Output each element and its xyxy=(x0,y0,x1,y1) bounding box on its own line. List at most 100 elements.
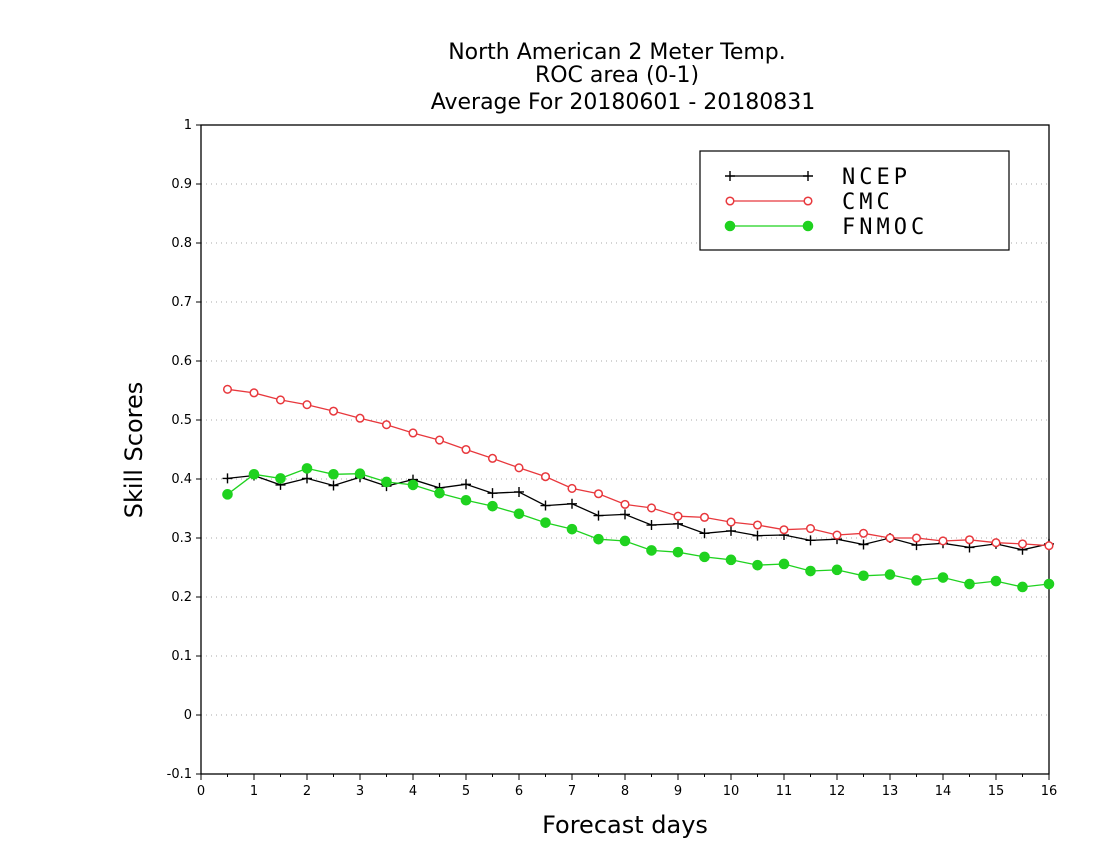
data-point-ncep xyxy=(328,480,339,491)
y-tick-label: 0.1 xyxy=(171,649,192,664)
x-tick-label: 7 xyxy=(568,784,576,799)
data-point-fnmoc xyxy=(1017,581,1028,593)
data-point-cmc xyxy=(752,520,763,530)
data-point-ncep xyxy=(593,510,604,521)
data-point-fnmoc xyxy=(858,570,869,582)
data-point-cmc xyxy=(832,530,842,540)
data-point-ncep xyxy=(699,528,710,539)
legend-label-fnmoc: FNMOC xyxy=(842,215,928,240)
data-point-fnmoc xyxy=(725,554,737,566)
data-point-cmc xyxy=(487,453,498,463)
data-point-cmc xyxy=(593,489,604,499)
series-layer xyxy=(222,384,1055,593)
data-point-fnmoc xyxy=(248,468,260,480)
x-tick-label: 16 xyxy=(1041,784,1058,799)
data-point-cmc xyxy=(646,503,657,513)
data-point-cmc xyxy=(911,533,922,543)
data-point-cmc xyxy=(355,413,365,423)
data-point-cmc xyxy=(302,400,312,410)
data-point-fnmoc xyxy=(354,468,366,479)
data-point-ncep xyxy=(302,473,312,484)
data-point-fnmoc xyxy=(699,551,710,563)
data-point-cmc xyxy=(699,512,710,522)
data-point-ncep xyxy=(726,525,736,536)
data-point-cmc xyxy=(328,406,339,416)
data-point-fnmoc xyxy=(1043,578,1055,590)
legend-marker-fnmoc xyxy=(802,220,814,232)
legend-label-ncep: NCEP xyxy=(842,165,911,190)
y-tick-label: 0.5 xyxy=(171,413,192,428)
data-point-fnmoc xyxy=(619,535,631,547)
x-tick-label: 5 xyxy=(462,784,470,799)
data-point-ncep xyxy=(540,500,551,511)
data-point-fnmoc xyxy=(831,564,843,576)
chart-title-line-1: North American 2 Meter Temp. xyxy=(448,40,786,65)
series-line-ncep xyxy=(227,474,1050,551)
data-point-cmc xyxy=(249,388,259,398)
data-point-fnmoc xyxy=(328,468,339,480)
series-ncep xyxy=(222,470,1054,555)
data-point-cmc xyxy=(779,525,789,535)
y-tick-label: 0.2 xyxy=(171,590,192,605)
data-point-ncep xyxy=(514,486,524,497)
x-tick-label: 10 xyxy=(723,784,740,799)
y-tick-label: 0.8 xyxy=(171,236,192,251)
data-point-ncep xyxy=(620,509,630,520)
data-point-cmc xyxy=(938,536,948,546)
x-tick-label: 15 xyxy=(988,784,1005,799)
x-tick-label: 1 xyxy=(250,784,258,799)
legend-marker-ncep xyxy=(803,171,813,181)
data-point-cmc xyxy=(964,535,975,545)
data-point-fnmoc xyxy=(593,533,604,545)
data-point-cmc xyxy=(1044,541,1054,551)
x-tick-label: 13 xyxy=(882,784,899,799)
y-tick-label: -0.1 xyxy=(167,767,192,782)
data-point-fnmoc xyxy=(460,494,472,506)
y-tick-label: 0.4 xyxy=(171,472,192,487)
chart-title-line-3: Average For 20180601 - 20180831 xyxy=(431,90,816,115)
data-point-fnmoc xyxy=(884,569,896,580)
data-point-cmc xyxy=(1017,539,1028,549)
data-point-cmc xyxy=(620,499,630,509)
chart-title-line-2: ROC area (0-1) xyxy=(535,63,699,88)
y-tick-label: 0.3 xyxy=(171,531,192,546)
series-fnmoc xyxy=(222,463,1055,593)
x-tick-label: 11 xyxy=(776,784,793,799)
data-point-ncep xyxy=(222,473,233,484)
x-tick-label: 14 xyxy=(935,784,952,799)
data-point-ncep xyxy=(646,520,657,531)
data-point-cmc xyxy=(726,517,736,527)
data-point-fnmoc xyxy=(540,517,551,528)
data-point-cmc xyxy=(673,511,683,521)
x-tick-label: 0 xyxy=(197,784,205,799)
data-point-fnmoc xyxy=(275,473,286,484)
data-point-fnmoc xyxy=(301,463,313,474)
data-point-cmc xyxy=(222,384,233,394)
data-point-fnmoc xyxy=(672,546,684,558)
y-tick-label: 0 xyxy=(184,708,192,723)
data-point-cmc xyxy=(858,528,869,538)
data-point-cmc xyxy=(540,472,551,482)
legend-marker-cmc xyxy=(725,196,735,206)
data-point-cmc xyxy=(805,524,816,534)
data-point-fnmoc xyxy=(646,545,657,556)
x-tick-label: 6 xyxy=(515,784,523,799)
data-point-fnmoc xyxy=(566,523,578,535)
data-point-fnmoc xyxy=(937,572,949,583)
series-cmc xyxy=(222,384,1054,551)
data-point-fnmoc xyxy=(964,578,975,590)
x-axis-label: Forecast days xyxy=(542,811,708,839)
data-point-ncep xyxy=(487,488,498,499)
legend-label-cmc: CMC xyxy=(842,190,894,215)
data-point-fnmoc xyxy=(911,575,922,586)
data-point-fnmoc xyxy=(434,487,445,499)
data-point-fnmoc xyxy=(513,508,525,520)
legend-marker-ncep xyxy=(725,171,735,181)
y-tick-label: 0.9 xyxy=(171,177,192,192)
data-point-ncep xyxy=(461,479,471,490)
series-line-cmc xyxy=(227,388,1050,547)
data-point-fnmoc xyxy=(990,575,1002,587)
data-point-fnmoc xyxy=(778,558,790,570)
